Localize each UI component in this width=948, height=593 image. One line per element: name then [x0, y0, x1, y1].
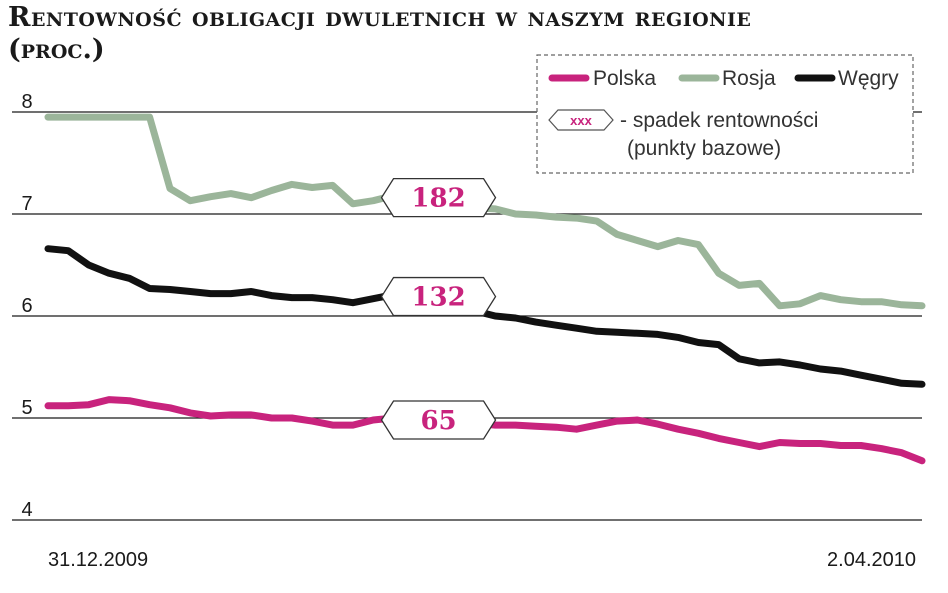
x-tick-label-end: 2.04.2010 — [827, 549, 916, 571]
legend-label-wegry: Węgry — [838, 67, 899, 90]
y-tick-label: 5 — [21, 397, 32, 419]
callout-label: 65 — [420, 406, 456, 436]
legend-note-line1: - spadek rentowności — [620, 109, 818, 132]
y-tick-label: 7 — [21, 193, 32, 215]
legend-callout-symbol — [548, 109, 614, 131]
chart-subtitle: (proc.) — [8, 34, 105, 65]
y-tick-label: 6 — [21, 295, 32, 317]
x-axis-ticks: 31.12.2009 2.04.2010 — [48, 549, 916, 571]
callout-label: 182 — [411, 184, 465, 214]
callout-label: 132 — [411, 283, 465, 313]
callout-box-polska — [380, 400, 497, 440]
y-axis-ticks: 4 5 6 7 8 — [21, 91, 32, 521]
chart-title: Rentowność obligacji dwuletnich w naszym… — [8, 2, 752, 33]
legend-note-line2: (punkty bazowe) — [627, 137, 781, 160]
legend: Polska Rosja Węgry xxx - spadek rentowno… — [536, 54, 914, 174]
y-tick-label: 8 — [21, 91, 32, 113]
callout-box-rosja — [380, 177, 497, 218]
legend-label-polska: Polska — [593, 67, 656, 90]
legend-label-rosja: Rosja — [722, 67, 776, 90]
legend-callout-symbol-text: xxx — [570, 113, 592, 128]
x-tick-label-start: 31.12.2009 — [48, 549, 148, 571]
y-tick-label: 4 — [21, 499, 32, 521]
callout-layer: 182 132 65 — [380, 177, 497, 440]
callout-box-węgry — [380, 276, 497, 317]
